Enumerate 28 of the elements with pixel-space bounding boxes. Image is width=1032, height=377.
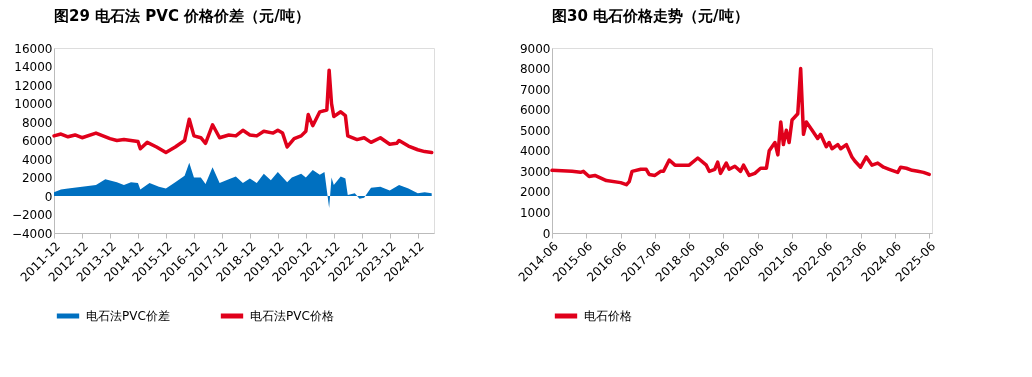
y-tick-label: 5000	[519, 123, 551, 138]
y-tick-label: 0	[44, 189, 53, 204]
y-tick-label: −2000	[11, 208, 53, 222]
y-tick-label: 9000	[519, 41, 551, 56]
y-tick-label: 10000	[14, 97, 53, 111]
y-tick-label: −4000	[11, 226, 53, 241]
legend-label: 电石价格	[584, 309, 632, 323]
y-tick-label: 2000	[21, 171, 53, 185]
y-tick-label: 2000	[519, 185, 551, 200]
legend-label: 电石法PVC价差	[86, 309, 170, 323]
y-tick-label: 14000	[14, 60, 53, 74]
y-tick-label: 16000	[14, 41, 53, 56]
y-tick-label: 0	[542, 226, 551, 241]
y-tick-label: 8000	[519, 62, 551, 77]
y-tick-label: 7000	[519, 82, 551, 97]
line-series	[52, 68, 434, 155]
y-tick-label: 6000	[21, 134, 53, 148]
y-tick-label: 12000	[14, 78, 53, 93]
y-tick-label: 1000	[519, 205, 551, 220]
y-tick-label: 6000	[519, 103, 551, 118]
chart-title: 图29 电石法 PVC 价格价差（元/吨）	[54, 7, 310, 25]
y-tick-label: 4000	[21, 152, 53, 167]
legend-label: 电石法PVC价格	[250, 309, 334, 323]
y-tick-label: 3000	[519, 164, 551, 179]
chart-title: 图30 电石价格走势（元/吨）	[552, 7, 749, 25]
y-tick-label: 8000	[21, 115, 53, 130]
line-series	[550, 66, 931, 187]
y-tick-label: 4000	[519, 144, 551, 159]
